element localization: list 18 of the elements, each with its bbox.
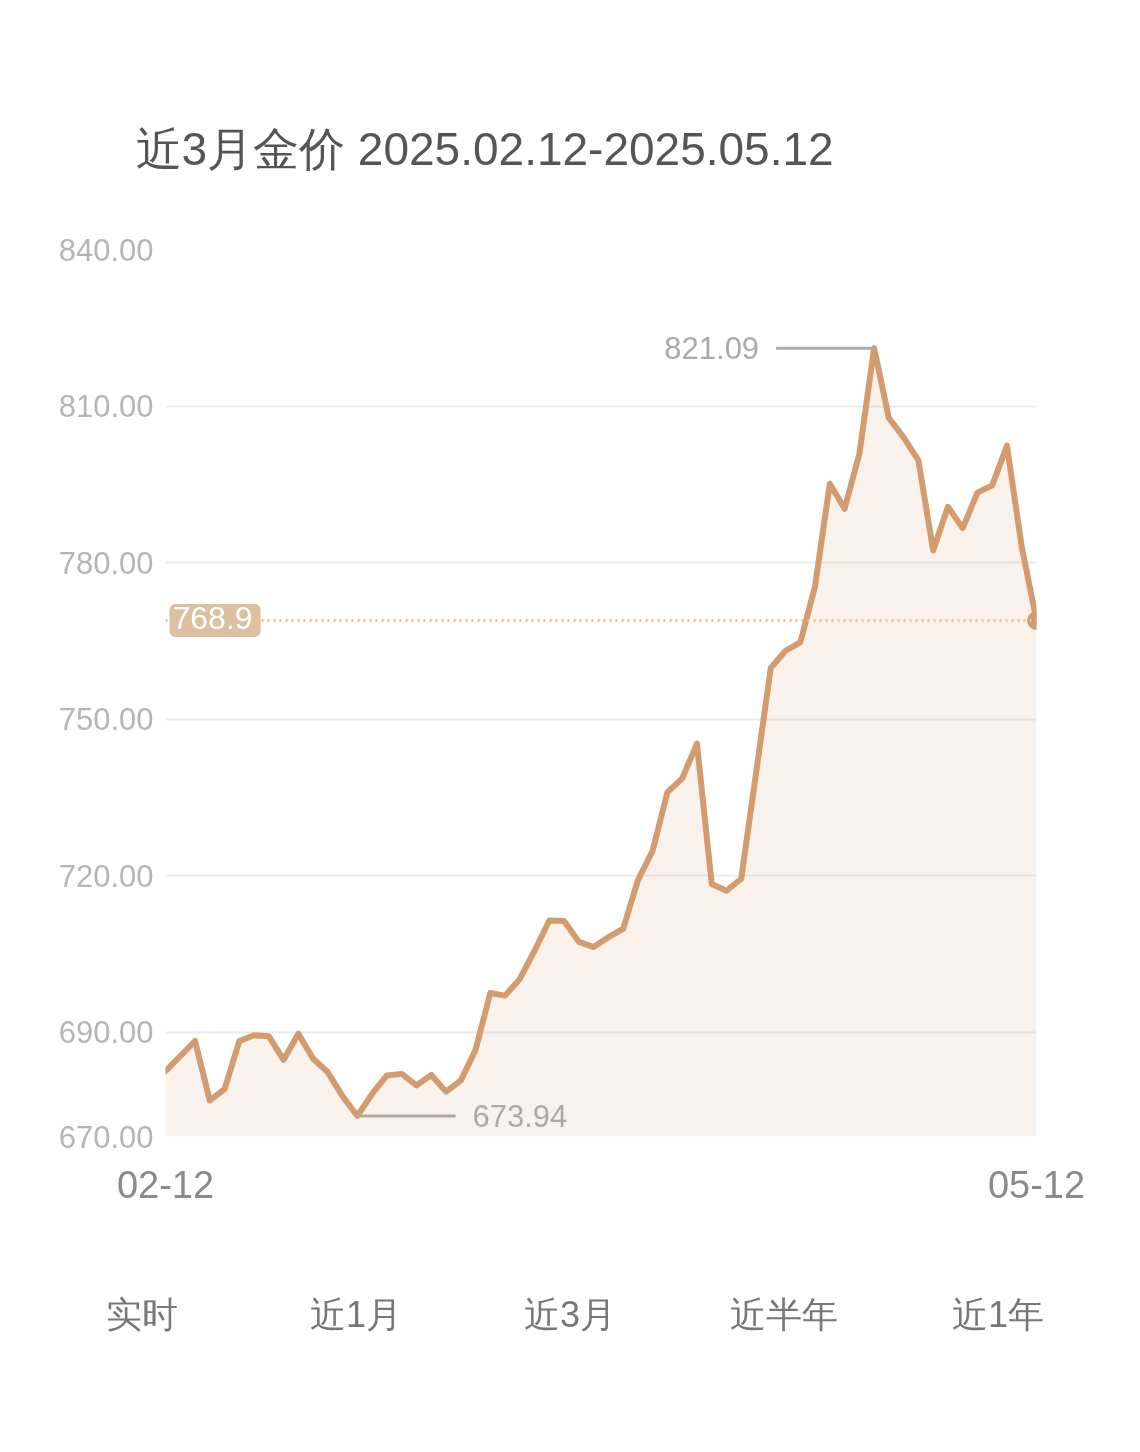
y-tick-label: 810.00: [58, 389, 154, 425]
ref-line-label: 768.9: [172, 599, 253, 636]
y-tick-label: 840.00: [58, 232, 154, 268]
y-tick-label: 670.00: [58, 1119, 154, 1155]
y-tick-label: 690.00: [58, 1015, 154, 1051]
text: 近半年: [729, 1293, 839, 1338]
text: 实时: [105, 1293, 179, 1338]
data-label: 673.94: [472, 1098, 568, 1134]
data-label: 821.09: [664, 331, 760, 367]
text: 近1年: [951, 1293, 1045, 1338]
x-tick-label: 02-12: [116, 1163, 215, 1206]
x-tick-label: 05-12: [987, 1163, 1086, 1206]
chart-title: 近3月金价 2025.02.12-2025.05.12: [135, 122, 834, 175]
y-tick-label: 780.00: [58, 545, 154, 581]
text: 近3月: [523, 1293, 617, 1338]
y-tick-label: 720.00: [58, 858, 154, 894]
y-tick-label: 750.00: [58, 702, 154, 738]
text: 近1月: [309, 1293, 403, 1338]
